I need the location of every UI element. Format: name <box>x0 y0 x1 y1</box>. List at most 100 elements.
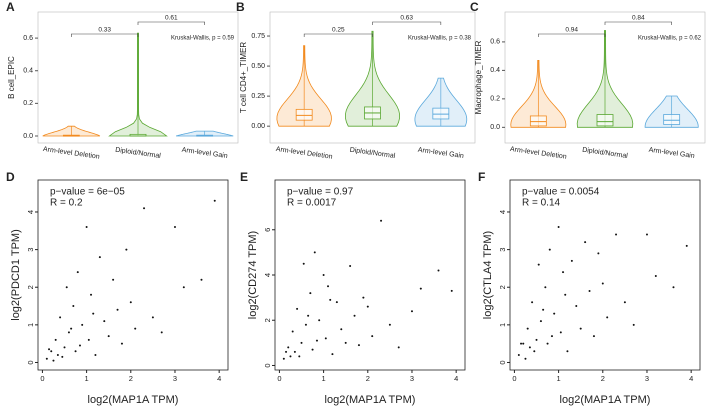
y-tick-label: 0.4 <box>23 68 33 75</box>
y-tick-label: 3 <box>498 248 507 252</box>
x-tick-label: 3 <box>410 374 414 383</box>
point <box>366 305 369 308</box>
x-tick-label: Arm-level Deletion <box>275 146 333 161</box>
point <box>564 293 567 296</box>
point <box>52 359 55 362</box>
point <box>672 286 675 289</box>
y-tick-label: 0.6 <box>490 39 500 46</box>
x-tick-label: 4 <box>689 374 693 383</box>
y-tick-label: 0.0 <box>23 133 33 140</box>
box <box>529 115 547 127</box>
point <box>94 353 97 356</box>
x-tick-label: Diploid/Normal <box>349 147 396 160</box>
point <box>575 305 578 308</box>
point <box>134 327 137 330</box>
point <box>546 342 549 345</box>
point <box>331 353 334 356</box>
point <box>78 344 81 347</box>
point <box>592 335 595 338</box>
point <box>67 331 70 334</box>
y-tick-label: 1 <box>26 323 35 327</box>
point <box>344 341 347 344</box>
x-axis-label: log2(MAP1A TPM) <box>88 394 179 406</box>
x-tick-label: 2 <box>366 374 370 383</box>
stat-annotation: p−value = 6e−05 <box>50 187 125 198</box>
y-axis-label: Macrophage_TIMER <box>474 40 483 114</box>
x-tick-label: Diploid/Normal <box>582 147 629 160</box>
point <box>357 344 360 347</box>
point <box>282 357 285 360</box>
point <box>287 346 290 349</box>
point <box>200 278 203 281</box>
point <box>112 278 115 281</box>
point <box>48 348 51 351</box>
point <box>522 342 525 345</box>
panel-label: B <box>236 0 245 14</box>
point <box>76 271 79 274</box>
comparison-p: 0.61 <box>165 15 178 22</box>
point <box>285 350 288 353</box>
x-tick-label: 2 <box>129 374 133 383</box>
point <box>293 350 296 353</box>
point <box>410 310 413 313</box>
point <box>548 248 551 251</box>
x-tick-label: Arm-level Gain <box>648 147 695 160</box>
y-tick-label: 6 <box>263 228 272 232</box>
point <box>70 327 73 330</box>
y-tick-label: 0.75 <box>251 33 265 40</box>
plot-frame <box>269 11 476 144</box>
point <box>74 350 77 353</box>
y-tick-label: 2 <box>26 285 35 289</box>
point <box>307 314 310 317</box>
point <box>542 308 545 311</box>
point <box>553 312 556 315</box>
comparison-bracket <box>137 21 205 25</box>
point <box>380 219 383 222</box>
point <box>533 350 536 353</box>
stat-annotation: p−value = 0.0054 <box>522 187 600 198</box>
point <box>322 274 325 276</box>
point <box>129 301 132 304</box>
point <box>559 331 562 334</box>
point <box>539 320 542 323</box>
point <box>535 338 538 341</box>
point <box>72 305 75 308</box>
test-label: Kruskal-Wallis, p = 0.62 <box>638 36 702 42</box>
x-tick-label: 0 <box>512 374 516 383</box>
point <box>81 323 84 326</box>
point <box>645 233 648 236</box>
comparison-bracket <box>372 21 442 25</box>
x-tick-label: 3 <box>645 374 649 383</box>
y-tick-label: 0.2 <box>23 100 33 107</box>
point <box>632 323 635 326</box>
x-axis-label: log2(MAP1A TPM) <box>560 394 651 406</box>
point <box>309 292 312 295</box>
point <box>160 331 163 334</box>
point <box>98 256 101 259</box>
point <box>437 269 440 272</box>
point <box>353 314 356 317</box>
stat-annotation: R = 0.2 <box>50 198 83 209</box>
point <box>107 335 110 338</box>
point <box>125 248 128 251</box>
point <box>302 262 305 265</box>
point <box>92 312 95 315</box>
point <box>349 264 352 267</box>
point <box>562 271 565 274</box>
stat-annotation: p−value = 0.97 <box>287 187 354 198</box>
test-label: Kruskal-Wallis, p = 0.59 <box>171 36 235 42</box>
x-tick-label: 0 <box>40 374 44 383</box>
plot-frame <box>37 11 239 144</box>
x-tick-label: Arm-level Deletion <box>509 146 567 161</box>
plot-frame <box>509 179 701 371</box>
y-tick-label: 2 <box>263 318 272 322</box>
y-tick-label: 0 <box>498 360 507 364</box>
point <box>120 342 123 345</box>
point <box>327 285 330 288</box>
point <box>59 316 62 319</box>
x-tick-label: Arm-level Gain <box>181 147 228 160</box>
point <box>606 316 609 319</box>
box <box>432 107 450 120</box>
point <box>419 287 422 290</box>
y-tick-label: 1 <box>498 323 507 327</box>
